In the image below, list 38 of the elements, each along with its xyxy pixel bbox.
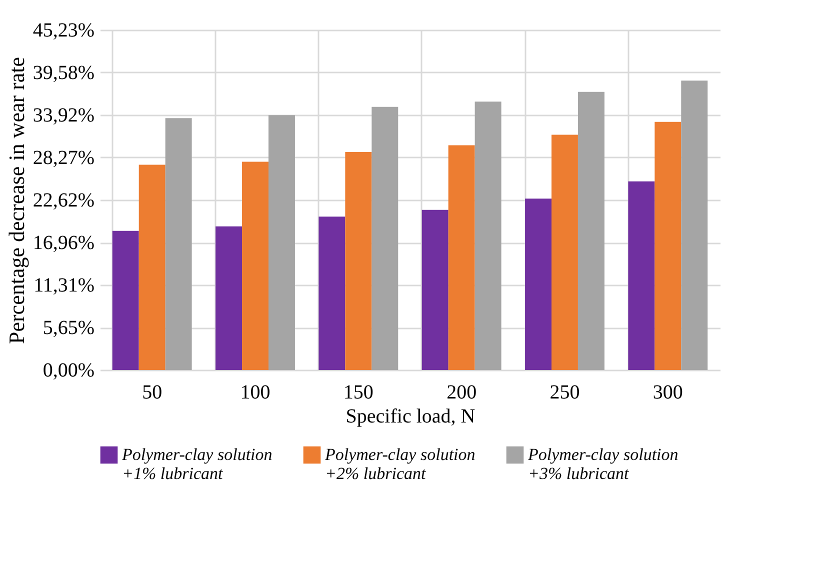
y-tick-label: 39,58%	[32, 62, 94, 84]
bar	[552, 134, 578, 370]
y-tick-label: 16,96%	[32, 232, 94, 254]
legend-label: Polymer-clay solution +3% lubricant	[527, 445, 678, 483]
y-tick-label: 28,27%	[32, 146, 94, 169]
bar	[525, 198, 552, 370]
x-tick-label: 300	[652, 382, 683, 404]
bar	[268, 115, 295, 370]
bar	[422, 210, 448, 370]
y-tick-label: 0,00%	[42, 360, 94, 382]
bar	[448, 145, 475, 370]
bar	[112, 230, 139, 370]
bar	[654, 122, 682, 370]
bar	[628, 181, 655, 370]
y-tick-label: 22,62%	[32, 189, 94, 212]
y-tick-label: 11,31%	[34, 274, 94, 296]
y-tick-label: 33,92%	[32, 104, 94, 127]
bar	[474, 102, 502, 370]
x-axis-title: Specific load, N	[346, 406, 476, 428]
bar	[372, 106, 398, 370]
bar	[216, 226, 242, 370]
y-tick-label: 45,23%	[32, 20, 94, 42]
y-axis-title: Percentage decrease in wear rate	[4, 56, 29, 344]
bar	[318, 216, 346, 370]
x-tick-label: 150	[343, 382, 374, 404]
bar	[345, 152, 372, 370]
bar	[242, 162, 268, 370]
bar	[578, 92, 604, 370]
bar	[165, 118, 192, 370]
legend-label: Polymer-clay solution +1% lubricant	[121, 445, 272, 483]
x-tick-label: 250	[550, 382, 580, 404]
bar	[681, 80, 708, 370]
x-tick-label: 50	[142, 382, 162, 404]
legend-label: Polymer-clay solution +2% lubricant	[324, 445, 476, 483]
y-tick-label: 5,65%	[42, 317, 94, 340]
x-tick-label: 200	[446, 382, 477, 404]
x-tick-label: 100	[240, 382, 270, 404]
bar	[138, 164, 166, 370]
